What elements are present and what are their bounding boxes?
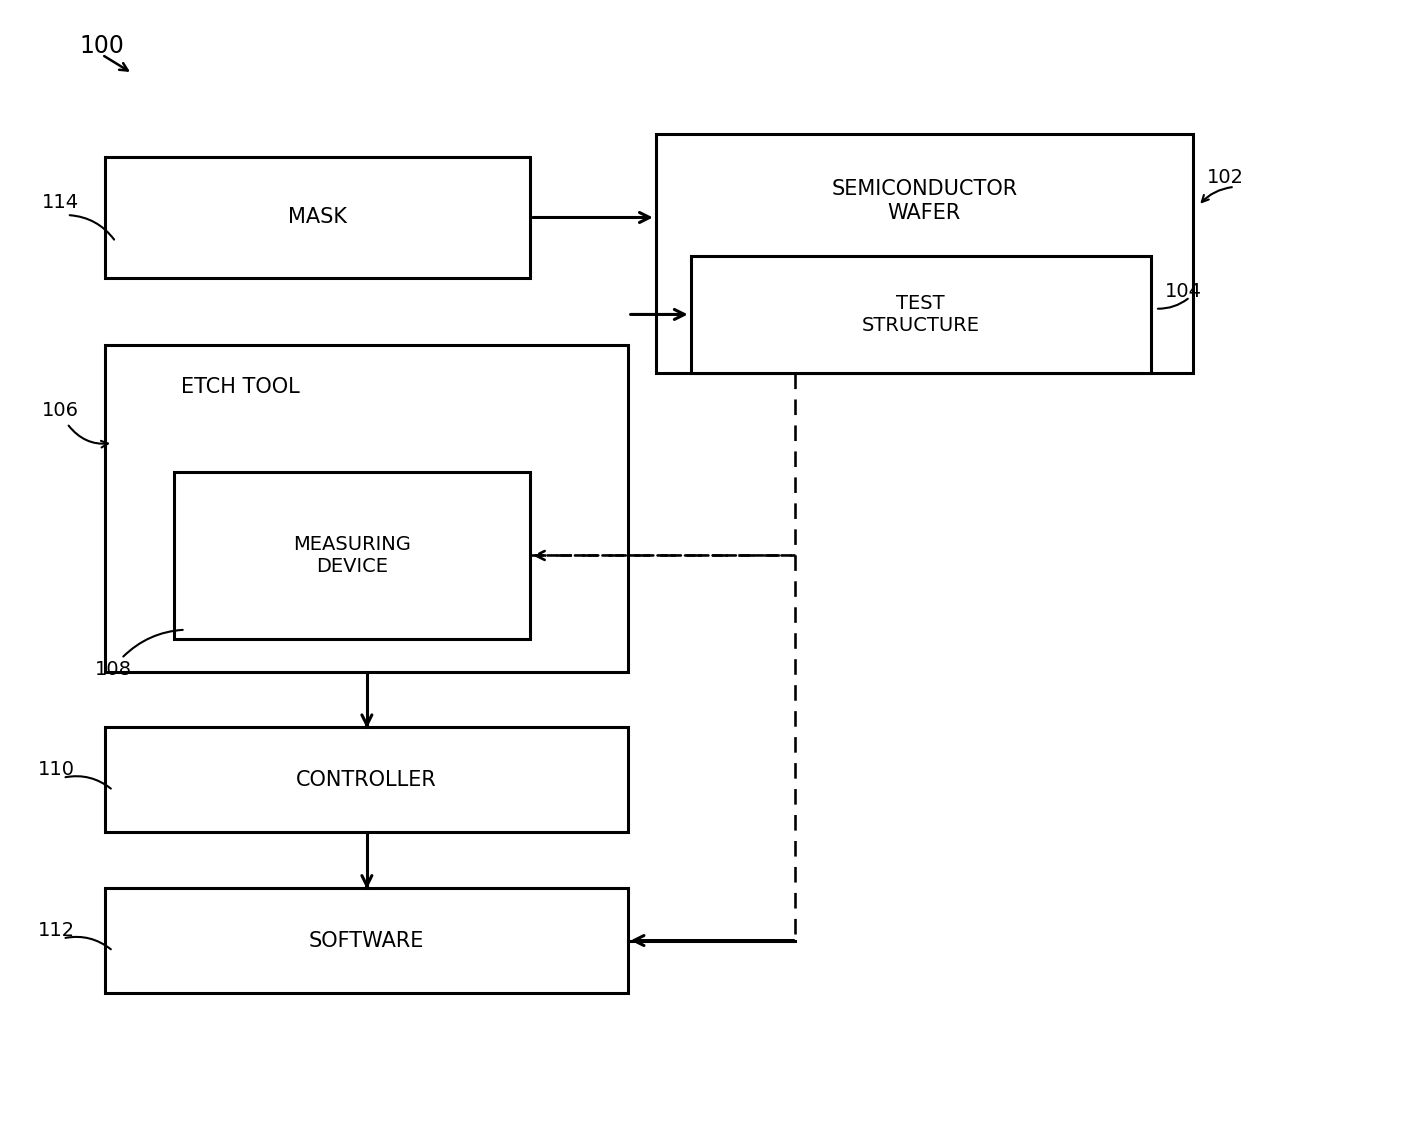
Text: 104: 104 bbox=[1165, 282, 1202, 301]
Bar bbox=[655, 135, 1193, 373]
Text: 110: 110 bbox=[38, 760, 75, 779]
Bar bbox=[104, 888, 628, 993]
Bar bbox=[104, 344, 628, 672]
Bar bbox=[104, 157, 530, 278]
Bar bbox=[104, 727, 628, 833]
Text: SEMICONDUCTOR
WAFER: SEMICONDUCTOR WAFER bbox=[831, 180, 1017, 222]
Text: 108: 108 bbox=[94, 660, 132, 679]
Bar bbox=[175, 472, 530, 638]
Text: 114: 114 bbox=[42, 193, 79, 212]
Text: TEST
STRUCTURE: TEST STRUCTURE bbox=[862, 294, 979, 335]
Text: 112: 112 bbox=[38, 920, 75, 939]
Text: ETCH TOOL: ETCH TOOL bbox=[182, 377, 300, 397]
Text: 102: 102 bbox=[1206, 168, 1244, 186]
Bar bbox=[690, 256, 1151, 373]
Text: 100: 100 bbox=[79, 34, 124, 57]
Text: SOFTWARE: SOFTWARE bbox=[309, 930, 424, 950]
Text: MEASURING
DEVICE: MEASURING DEVICE bbox=[293, 535, 411, 576]
Text: CONTROLLER: CONTROLLER bbox=[296, 770, 437, 790]
Text: MASK: MASK bbox=[287, 208, 347, 228]
Text: 106: 106 bbox=[42, 401, 79, 420]
